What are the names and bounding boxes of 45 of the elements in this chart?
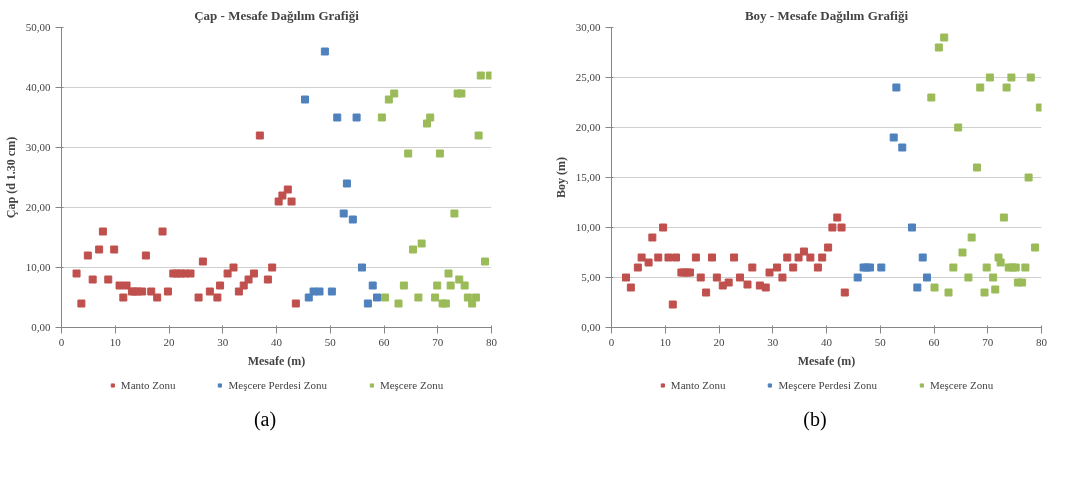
legend-label: Manto Zonu <box>120 379 176 391</box>
y-tick-label: 40,00 <box>25 81 51 93</box>
y-tick-label: 20,00 <box>25 201 51 213</box>
x-tick-label: 40 <box>271 335 283 348</box>
y-tick-label: 25,00 <box>575 71 601 83</box>
legend-label: Meşcere Zonu <box>379 379 444 391</box>
y-axis-title: Çap (d 1.30 cm) <box>3 136 18 219</box>
y-tick-label: 50,00 <box>25 21 51 33</box>
y-tick-label: 30,00 <box>25 141 51 153</box>
chart-title: Boy - Mesafe Dağılım Grafiği <box>744 7 909 23</box>
x-tick-label: 10 <box>659 335 672 348</box>
text: (a) <box>253 407 277 433</box>
y-tick-label: 5,00 <box>581 271 601 283</box>
x-tick-label: 50 <box>324 335 337 348</box>
y-tick-label: 15,00 <box>575 171 601 183</box>
x-tick-label: 10 <box>109 335 122 348</box>
y-tick-label: 0,00 <box>581 321 601 333</box>
x-tick-label: 50 <box>874 335 887 348</box>
x-tick-label: 0 <box>608 335 615 348</box>
text: (b) <box>803 407 827 432</box>
x-tick-label: 30 <box>767 335 779 348</box>
x-tick-label: 30 <box>217 335 229 348</box>
y-tick-label: 0,00 <box>31 321 51 333</box>
x-tick-label: 80 <box>486 335 498 348</box>
legend-label: Meşcere Perdesi Zonu <box>778 379 877 391</box>
legend-label: Manto Zonu <box>670 379 726 391</box>
y-tick-label: 30,00 <box>575 21 601 33</box>
x-axis-title: Mesafe (m) <box>797 353 856 368</box>
legend-label: Meşcere Zonu <box>929 379 994 391</box>
y-axis-title: Boy (m) <box>553 157 568 198</box>
x-axis-title: Mesafe (m) <box>247 353 306 368</box>
legend-label: Meşcere Perdesi Zonu <box>228 379 327 391</box>
y-tick-label: 10,00 <box>25 261 51 273</box>
chart-title: Çap - Mesafe Dağılım Grafiği <box>194 7 360 23</box>
x-tick-label: 20 <box>163 335 175 348</box>
x-tick-label: 70 <box>432 335 444 348</box>
x-tick-label: 80 <box>1036 335 1048 348</box>
x-tick-label: 40 <box>821 335 833 348</box>
x-tick-label: 70 <box>982 335 994 348</box>
x-tick-label: 0 <box>58 335 65 348</box>
x-tick-label: 20 <box>713 335 725 348</box>
x-tick-label: 60 <box>928 335 940 348</box>
y-tick-label: 20,00 <box>575 121 601 133</box>
x-tick-label: 60 <box>378 335 390 348</box>
y-tick-label: 10,00 <box>575 221 601 233</box>
